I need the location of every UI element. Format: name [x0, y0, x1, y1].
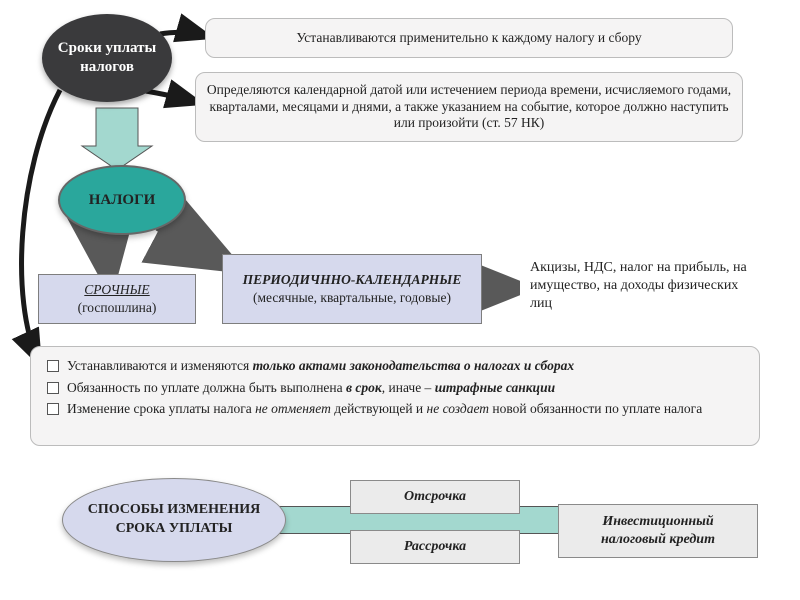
- rule-item-1: Устанавливаются и изменяются только акта…: [45, 357, 745, 375]
- periodic-line2: (месячные, квартальные, годовые): [243, 289, 462, 307]
- urgent-line2: (госпошлина): [78, 299, 157, 317]
- rules-list-box: Устанавливаются и изменяются только акта…: [30, 346, 760, 446]
- methods-text: СПОСОБЫ ИЗМЕНЕНИЯ СРОКА УПЛАТЫ: [67, 501, 281, 539]
- urgent-line1: СРОЧНЫЕ: [84, 281, 149, 299]
- urgent-box: СРОЧНЫЕ (госпошлина): [38, 274, 196, 324]
- title-ellipse: Сроки уплаты налогов: [42, 14, 172, 102]
- excise-box: Акцизы, НДС, налог на прибыль, на имущес…: [520, 248, 760, 324]
- taxes-text: НАЛОГИ: [89, 192, 156, 209]
- installment-text: Рассрочка: [404, 539, 466, 555]
- methods-ellipse: СПОСОБЫ ИЗМЕНЕНИЯ СРОКА УПЛАТЫ: [62, 478, 286, 562]
- taxes-ellipse: НАЛОГИ: [58, 165, 186, 235]
- postponement-text: Отсрочка: [404, 489, 466, 505]
- rule-item-2: Обязанность по уплате должна быть выполн…: [45, 379, 745, 397]
- info-box-determination-text: Определяются календарной датой или истеч…: [206, 82, 732, 133]
- rules-list: Устанавливаются и изменяются только акта…: [45, 357, 745, 422]
- info-box-applicable: Устанавливаются применительно к каждому …: [205, 18, 733, 58]
- investment-credit-box: Инвестиционный налоговый кредит: [558, 504, 758, 558]
- investment-credit-text: Инвестиционный налоговый кредит: [569, 513, 747, 549]
- periodic-line1: ПЕРИОДИЧННО-КАЛЕНДАРНЫЕ: [243, 271, 462, 289]
- title-text: Сроки уплаты налогов: [46, 39, 168, 77]
- installment-box: Рассрочка: [350, 530, 520, 564]
- rule-item-3: Изменение срока уплаты налога не отменяе…: [45, 400, 745, 418]
- info-box-determination: Определяются календарной датой или истеч…: [195, 72, 743, 142]
- postponement-box: Отсрочка: [350, 480, 520, 514]
- periodic-box: ПЕРИОДИЧННО-КАЛЕНДАРНЫЕ (месячные, кварт…: [222, 254, 482, 324]
- info-box-applicable-text: Устанавливаются применительно к каждому …: [296, 30, 641, 46]
- excise-text: Акцизы, НДС, налог на прибыль, на имущес…: [530, 259, 750, 314]
